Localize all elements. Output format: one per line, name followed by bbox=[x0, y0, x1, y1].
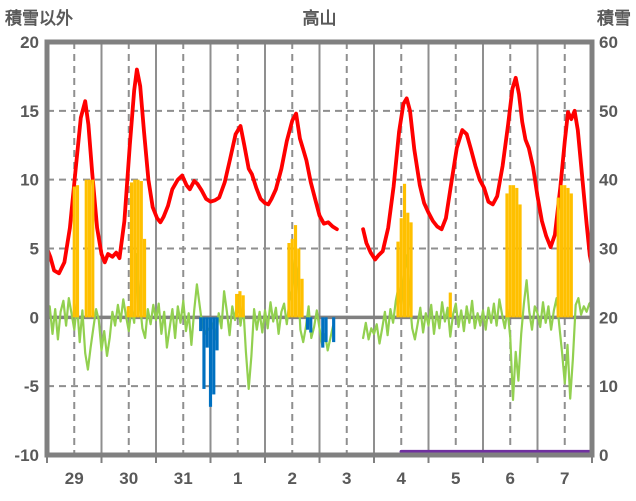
orange-bar bbox=[399, 218, 403, 318]
x-axis-tick-label: 5 bbox=[451, 469, 460, 488]
orange-bar bbox=[293, 225, 298, 318]
left-axis-tick-label: 15 bbox=[20, 102, 39, 121]
chart-title: 高山 bbox=[302, 9, 337, 28]
blue-bar bbox=[212, 317, 216, 395]
orange-bar bbox=[133, 179, 137, 318]
left-axis-tick-label: 0 bbox=[30, 308, 39, 327]
orange-bar bbox=[72, 186, 76, 318]
orange-bar bbox=[287, 242, 291, 318]
orange-bar bbox=[511, 185, 516, 318]
green-line bbox=[45, 252, 335, 390]
blue-bar bbox=[324, 317, 328, 343]
left-axis-tick-label: -5 bbox=[24, 377, 39, 396]
orange-bar bbox=[300, 278, 304, 318]
x-axis-tick-label: 7 bbox=[560, 469, 569, 488]
orange-bar bbox=[556, 197, 560, 318]
right-axis-tick-label: 30 bbox=[599, 240, 618, 259]
orange-bar bbox=[75, 185, 80, 318]
right-axis-tick-label: 20 bbox=[599, 308, 618, 327]
left-axis-tick-label: 10 bbox=[20, 171, 39, 190]
orange-bar bbox=[409, 222, 413, 318]
orange-bar bbox=[129, 182, 134, 318]
orange-bar bbox=[563, 185, 567, 318]
left-axis-tick-label: -10 bbox=[14, 446, 39, 465]
right-axis-tick-label: 10 bbox=[599, 377, 618, 396]
x-axis-tick-label: 29 bbox=[65, 469, 84, 488]
orange-bar bbox=[559, 185, 564, 318]
blue-bar bbox=[199, 317, 203, 332]
orange-bar bbox=[508, 185, 512, 318]
right-axis-tick-label: 50 bbox=[599, 102, 618, 121]
x-axis-tick-label: 6 bbox=[506, 469, 515, 488]
orange-bar bbox=[569, 193, 573, 318]
x-axis-tick-label: 4 bbox=[397, 469, 407, 488]
orange-bar bbox=[126, 306, 130, 318]
blue-bar bbox=[332, 317, 336, 343]
orange-bar bbox=[91, 179, 95, 318]
x-axis-tick-label: 1 bbox=[233, 469, 242, 488]
orange-bar bbox=[297, 248, 301, 318]
orange-bar bbox=[290, 238, 294, 318]
orange-bar bbox=[235, 293, 239, 318]
right-axis-tick-label: 40 bbox=[599, 171, 618, 190]
blue-bar bbox=[208, 317, 213, 407]
orange-bar bbox=[402, 183, 407, 318]
orange-bar bbox=[238, 291, 242, 318]
right-axis-title: 積雪 bbox=[597, 9, 631, 28]
x-axis-tick-label: 3 bbox=[342, 469, 351, 488]
orange-bar bbox=[142, 238, 147, 318]
orange-bar bbox=[84, 179, 88, 318]
orange-bar bbox=[136, 179, 140, 318]
x-axis-tick-label: 31 bbox=[174, 469, 193, 488]
orange-bar bbox=[87, 179, 92, 318]
x-axis-tick-label: 30 bbox=[119, 469, 138, 488]
x-axis-tick-label: 2 bbox=[288, 469, 297, 488]
orange-bar bbox=[505, 193, 509, 318]
right-axis-tick-label: 60 bbox=[599, 33, 618, 52]
right-axis-tick-label: 0 bbox=[599, 446, 608, 465]
orange-bar bbox=[448, 292, 452, 318]
left-axis-tick-label: 5 bbox=[30, 240, 39, 259]
blue-bar bbox=[305, 317, 310, 330]
blue-bar bbox=[202, 317, 206, 389]
plot-border bbox=[44, 39, 595, 458]
orange-bar bbox=[241, 295, 245, 318]
orange-bar bbox=[396, 241, 400, 318]
orange-bar bbox=[515, 187, 519, 318]
orange-bar bbox=[139, 181, 143, 318]
blue-bar bbox=[205, 317, 209, 348]
left-axis-tick-label: 20 bbox=[20, 33, 39, 52]
orange-bar bbox=[406, 212, 410, 318]
red-line bbox=[45, 67, 339, 276]
blue-bar bbox=[215, 317, 219, 351]
left-axis-title: 積雪以外 bbox=[5, 9, 73, 28]
orange-bar bbox=[518, 204, 522, 318]
blue-bar bbox=[321, 317, 325, 348]
orange-bar bbox=[566, 187, 570, 318]
blue-bar bbox=[309, 317, 313, 333]
